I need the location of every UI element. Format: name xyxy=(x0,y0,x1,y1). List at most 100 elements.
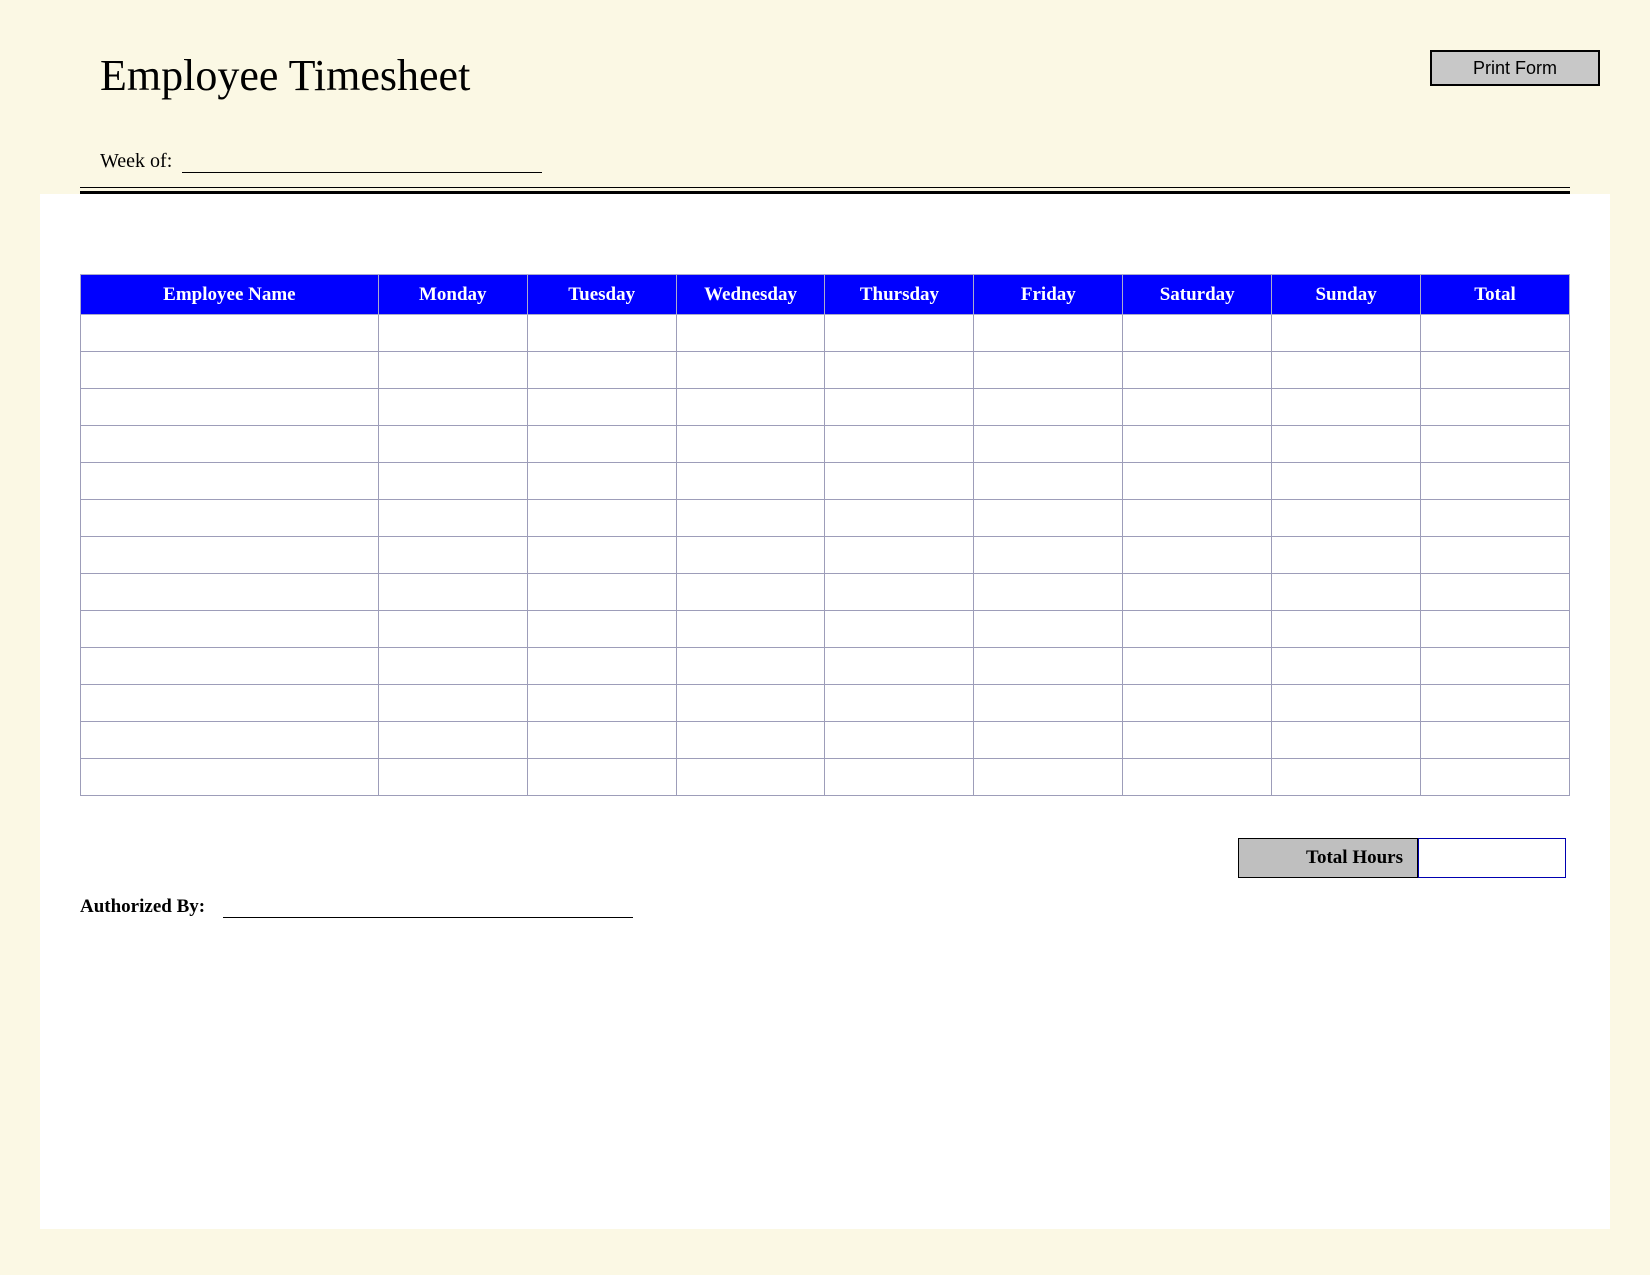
table-cell[interactable] xyxy=(825,389,974,426)
table-cell[interactable] xyxy=(974,611,1123,648)
table-cell[interactable] xyxy=(378,389,527,426)
table-cell[interactable] xyxy=(527,574,676,611)
table-cell[interactable] xyxy=(527,315,676,352)
table-cell[interactable] xyxy=(81,537,379,574)
table-cell[interactable] xyxy=(378,352,527,389)
table-cell[interactable] xyxy=(81,611,379,648)
table-cell[interactable] xyxy=(1421,500,1570,537)
table-cell[interactable] xyxy=(1272,685,1421,722)
table-cell[interactable] xyxy=(1272,759,1421,796)
table-cell[interactable] xyxy=(676,426,825,463)
table-cell[interactable] xyxy=(1421,685,1570,722)
table-cell[interactable] xyxy=(81,389,379,426)
table-cell[interactable] xyxy=(1272,426,1421,463)
table-cell[interactable] xyxy=(378,648,527,685)
table-cell[interactable] xyxy=(527,426,676,463)
table-cell[interactable] xyxy=(527,463,676,500)
table-cell[interactable] xyxy=(378,759,527,796)
table-cell[interactable] xyxy=(676,648,825,685)
table-cell[interactable] xyxy=(1123,722,1272,759)
table-cell[interactable] xyxy=(676,315,825,352)
table-cell[interactable] xyxy=(527,352,676,389)
table-cell[interactable] xyxy=(1123,648,1272,685)
table-cell[interactable] xyxy=(1421,352,1570,389)
table-cell[interactable] xyxy=(527,722,676,759)
table-cell[interactable] xyxy=(527,389,676,426)
table-cell[interactable] xyxy=(974,389,1123,426)
table-cell[interactable] xyxy=(1123,685,1272,722)
table-cell[interactable] xyxy=(378,537,527,574)
table-cell[interactable] xyxy=(1123,352,1272,389)
table-cell[interactable] xyxy=(676,722,825,759)
table-cell[interactable] xyxy=(676,685,825,722)
table-cell[interactable] xyxy=(676,463,825,500)
table-cell[interactable] xyxy=(1123,426,1272,463)
table-cell[interactable] xyxy=(676,611,825,648)
table-cell[interactable] xyxy=(825,315,974,352)
table-cell[interactable] xyxy=(378,722,527,759)
table-cell[interactable] xyxy=(974,685,1123,722)
table-cell[interactable] xyxy=(974,722,1123,759)
table-cell[interactable] xyxy=(1272,463,1421,500)
table-cell[interactable] xyxy=(1421,389,1570,426)
table-cell[interactable] xyxy=(676,389,825,426)
table-cell[interactable] xyxy=(81,463,379,500)
table-cell[interactable] xyxy=(378,574,527,611)
table-cell[interactable] xyxy=(1421,574,1570,611)
table-cell[interactable] xyxy=(527,537,676,574)
table-cell[interactable] xyxy=(1421,463,1570,500)
table-cell[interactable] xyxy=(825,685,974,722)
table-cell[interactable] xyxy=(1272,537,1421,574)
table-cell[interactable] xyxy=(974,500,1123,537)
table-cell[interactable] xyxy=(81,315,379,352)
table-cell[interactable] xyxy=(378,463,527,500)
table-cell[interactable] xyxy=(81,722,379,759)
table-cell[interactable] xyxy=(1421,722,1570,759)
table-cell[interactable] xyxy=(676,500,825,537)
table-cell[interactable] xyxy=(81,500,379,537)
table-cell[interactable] xyxy=(974,648,1123,685)
table-cell[interactable] xyxy=(825,648,974,685)
table-cell[interactable] xyxy=(974,315,1123,352)
table-cell[interactable] xyxy=(1421,648,1570,685)
table-cell[interactable] xyxy=(1123,537,1272,574)
table-cell[interactable] xyxy=(1123,463,1272,500)
table-cell[interactable] xyxy=(1272,315,1421,352)
table-cell[interactable] xyxy=(974,537,1123,574)
table-cell[interactable] xyxy=(676,574,825,611)
week-of-input[interactable] xyxy=(182,149,542,173)
table-cell[interactable] xyxy=(378,500,527,537)
table-cell[interactable] xyxy=(378,426,527,463)
table-cell[interactable] xyxy=(527,759,676,796)
table-cell[interactable] xyxy=(974,463,1123,500)
table-cell[interactable] xyxy=(825,574,974,611)
table-cell[interactable] xyxy=(1123,611,1272,648)
table-cell[interactable] xyxy=(81,648,379,685)
table-cell[interactable] xyxy=(81,574,379,611)
table-cell[interactable] xyxy=(81,426,379,463)
table-cell[interactable] xyxy=(974,574,1123,611)
print-form-button[interactable]: Print Form xyxy=(1430,50,1600,86)
table-cell[interactable] xyxy=(1272,500,1421,537)
table-cell[interactable] xyxy=(825,722,974,759)
table-cell[interactable] xyxy=(1123,315,1272,352)
table-cell[interactable] xyxy=(527,685,676,722)
table-cell[interactable] xyxy=(378,685,527,722)
table-cell[interactable] xyxy=(974,352,1123,389)
table-cell[interactable] xyxy=(1421,315,1570,352)
table-cell[interactable] xyxy=(974,759,1123,796)
total-hours-value-box[interactable] xyxy=(1418,838,1566,878)
table-cell[interactable] xyxy=(825,759,974,796)
table-cell[interactable] xyxy=(1272,352,1421,389)
table-cell[interactable] xyxy=(378,315,527,352)
table-cell[interactable] xyxy=(825,463,974,500)
table-cell[interactable] xyxy=(825,611,974,648)
table-cell[interactable] xyxy=(378,611,527,648)
table-cell[interactable] xyxy=(1272,648,1421,685)
table-cell[interactable] xyxy=(527,500,676,537)
table-cell[interactable] xyxy=(1272,722,1421,759)
table-cell[interactable] xyxy=(825,537,974,574)
table-cell[interactable] xyxy=(676,759,825,796)
table-cell[interactable] xyxy=(825,352,974,389)
table-cell[interactable] xyxy=(1272,611,1421,648)
